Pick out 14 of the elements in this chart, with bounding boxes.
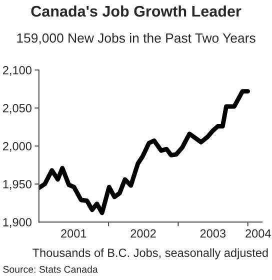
chart-subtitle: 159,000 New Jobs in the Past Two Years xyxy=(17,33,256,44)
x-tick-label: 2001 xyxy=(61,229,86,238)
y-tick-label: 1,900 xyxy=(3,218,32,228)
x-tick-label: 2003 xyxy=(200,229,226,238)
x-tick-label: 2002 xyxy=(130,229,156,238)
y-tick-label: 2,000 xyxy=(3,142,32,152)
line-series xyxy=(38,89,250,216)
chart-title: Canada's Job Growth Leader xyxy=(31,5,242,17)
y-tick-label: 2,050 xyxy=(3,104,32,114)
y-tick-label: 1,950 xyxy=(3,180,32,190)
x-tick-label: 2004 xyxy=(246,229,271,238)
x-axis-title: Thousands of B.C. Jobs, seasonally adjusted xyxy=(32,248,268,260)
source-note: Source: Stats Canada xyxy=(3,266,98,273)
y-tick-label: 2,100 xyxy=(3,66,32,76)
